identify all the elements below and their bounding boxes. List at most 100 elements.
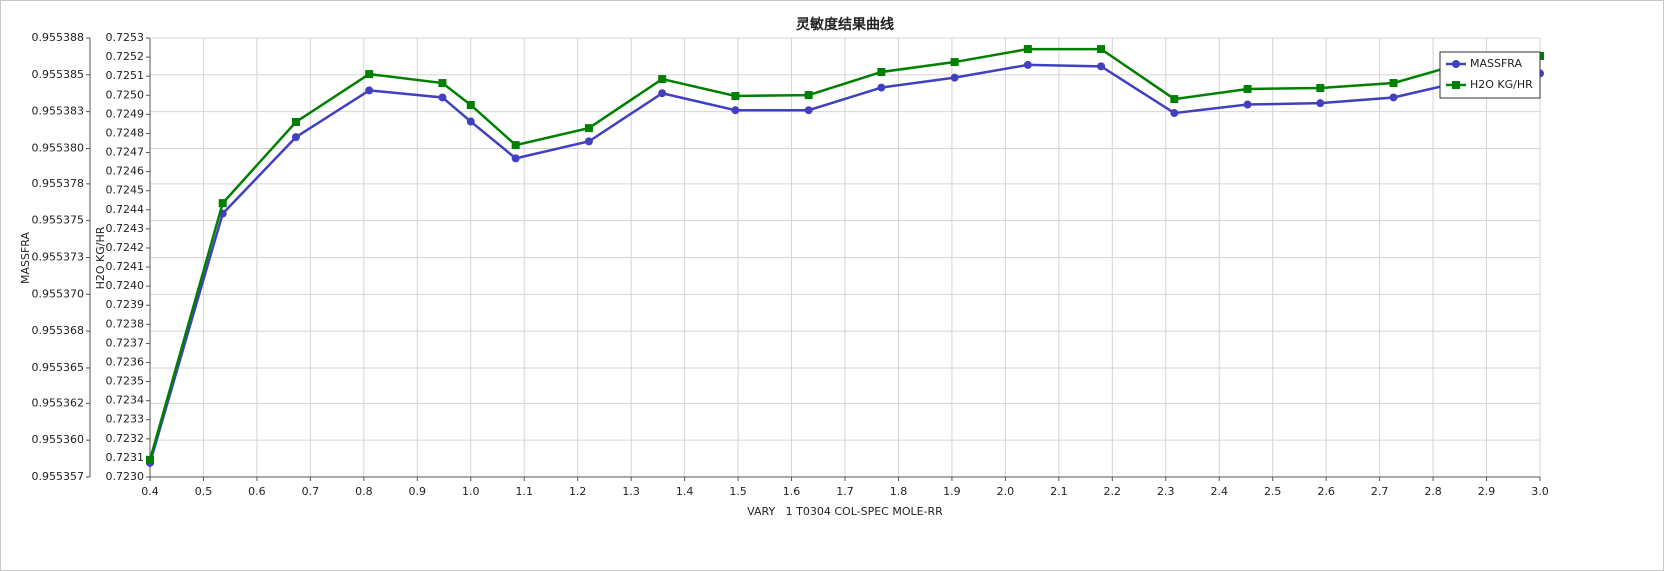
- y2-axis-label: H2O KG/HR: [94, 226, 107, 289]
- x-tick-label: 2.1: [1050, 485, 1068, 498]
- x-tick-label: 2.9: [1478, 485, 1496, 498]
- y-tick-label: 0.955373: [32, 251, 85, 264]
- marker: [877, 83, 886, 92]
- y-tick-label: 0.955378: [32, 177, 85, 190]
- legend-label: H2O KG/HR: [1470, 78, 1533, 91]
- marker: [438, 93, 447, 102]
- x-tick-label: 1.9: [943, 485, 961, 498]
- y-tick-label: 0.955388: [32, 31, 85, 44]
- x-tick-label: 3.0: [1531, 485, 1549, 498]
- marker: [950, 73, 959, 82]
- x-tick-label: 0.7: [302, 485, 320, 498]
- y2-tick-label: 0.7231: [106, 451, 145, 464]
- x-tick-label: 2.5: [1264, 485, 1282, 498]
- y2-tick-label: 0.7249: [106, 107, 145, 120]
- x-tick-label: 1.4: [676, 485, 694, 498]
- y-tick-label: 0.955385: [32, 68, 85, 81]
- legend-marker: [1452, 60, 1460, 68]
- y2-tick-label: 0.7238: [106, 317, 145, 330]
- marker: [1316, 99, 1325, 108]
- x-tick-label: 2.6: [1317, 485, 1335, 498]
- y-tick-label: 0.955368: [32, 324, 85, 337]
- y-tick-label: 0.955357: [32, 470, 85, 483]
- marker: [466, 100, 475, 109]
- marker: [731, 106, 740, 115]
- y2-tick-label: 0.7232: [106, 432, 145, 445]
- y-tick-label: 0.955380: [32, 141, 85, 154]
- marker: [365, 86, 374, 95]
- y-tick-label: 0.955362: [32, 396, 85, 409]
- marker: [584, 137, 593, 146]
- y-axis-label: MASSFRA: [19, 232, 32, 285]
- y2-tick-label: 0.7234: [106, 394, 145, 407]
- marker: [1243, 84, 1252, 93]
- marker: [658, 89, 667, 98]
- y2-tick-label: 0.7243: [106, 222, 145, 235]
- y2-tick-label: 0.7230: [106, 470, 145, 483]
- marker: [1097, 45, 1106, 54]
- y2-tick-label: 0.7246: [106, 165, 145, 178]
- y-tick-label: 0.955383: [32, 105, 85, 118]
- marker: [1243, 100, 1252, 109]
- x-tick-label: 2.3: [1157, 485, 1175, 498]
- y2-tick-label: 0.7241: [106, 260, 145, 273]
- y2-tick-label: 0.7237: [106, 336, 145, 349]
- marker: [146, 455, 154, 464]
- x-tick-label: 0.9: [409, 485, 427, 498]
- x-tick-label: 0.4: [141, 485, 159, 498]
- marker: [511, 141, 520, 150]
- marker: [1097, 62, 1106, 71]
- marker: [365, 70, 374, 79]
- legend-marker: [1452, 81, 1460, 89]
- y2-tick-label: 0.7235: [106, 375, 145, 388]
- x-tick-label: 2.0: [997, 485, 1015, 498]
- marker: [804, 106, 813, 115]
- y2-tick-label: 0.7236: [106, 355, 145, 368]
- marker: [804, 91, 813, 100]
- y2-tick-label: 0.7244: [106, 203, 145, 216]
- marker: [438, 79, 447, 88]
- x-tick-label: 0.6: [248, 485, 266, 498]
- marker: [1389, 79, 1398, 88]
- marker: [658, 75, 667, 84]
- y2-tick-label: 0.7253: [106, 31, 145, 44]
- x-tick-label: 1.3: [622, 485, 640, 498]
- y2-tick-label: 0.7240: [106, 279, 145, 292]
- marker: [1023, 60, 1032, 69]
- marker: [1170, 109, 1179, 118]
- y2-tick-label: 0.7233: [106, 413, 145, 426]
- x-tick-label: 1.6: [783, 485, 801, 498]
- marker: [584, 124, 593, 133]
- x-tick-label: 0.5: [195, 485, 213, 498]
- y2-tick-label: 0.7250: [106, 88, 145, 101]
- marker: [1170, 95, 1179, 104]
- x-tick-label: 1.7: [836, 485, 854, 498]
- y2-tick-label: 0.7248: [106, 126, 145, 139]
- marker: [877, 67, 886, 76]
- y2-tick-label: 0.7239: [106, 298, 145, 311]
- y-tick-label: 0.955375: [32, 214, 85, 227]
- chart-title: 灵敏度结果曲线: [796, 16, 894, 33]
- x-tick-label: 0.8: [355, 485, 373, 498]
- x-tick-label: 2.7: [1371, 485, 1389, 498]
- marker: [291, 117, 300, 126]
- y2-tick-label: 0.7252: [106, 50, 145, 63]
- marker: [1389, 93, 1398, 102]
- marker: [1023, 45, 1032, 54]
- marker: [218, 199, 227, 208]
- legend-box: [1439, 51, 1541, 99]
- x-tick-label: 1.2: [569, 485, 587, 498]
- marker: [950, 58, 959, 67]
- marker: [1316, 84, 1325, 93]
- x-tick-label: 2.2: [1104, 485, 1122, 498]
- y2-tick-label: 0.7251: [106, 69, 145, 82]
- y2-tick-label: 0.7242: [106, 241, 145, 254]
- marker: [466, 117, 475, 126]
- x-tick-label: 1.8: [890, 485, 908, 498]
- marker: [731, 92, 740, 101]
- legend: MASSFRA H2O KG/HR: [1439, 51, 1541, 99]
- legend-label: MASSFRA: [1470, 57, 1523, 70]
- x-tick-label: 1.5: [729, 485, 747, 498]
